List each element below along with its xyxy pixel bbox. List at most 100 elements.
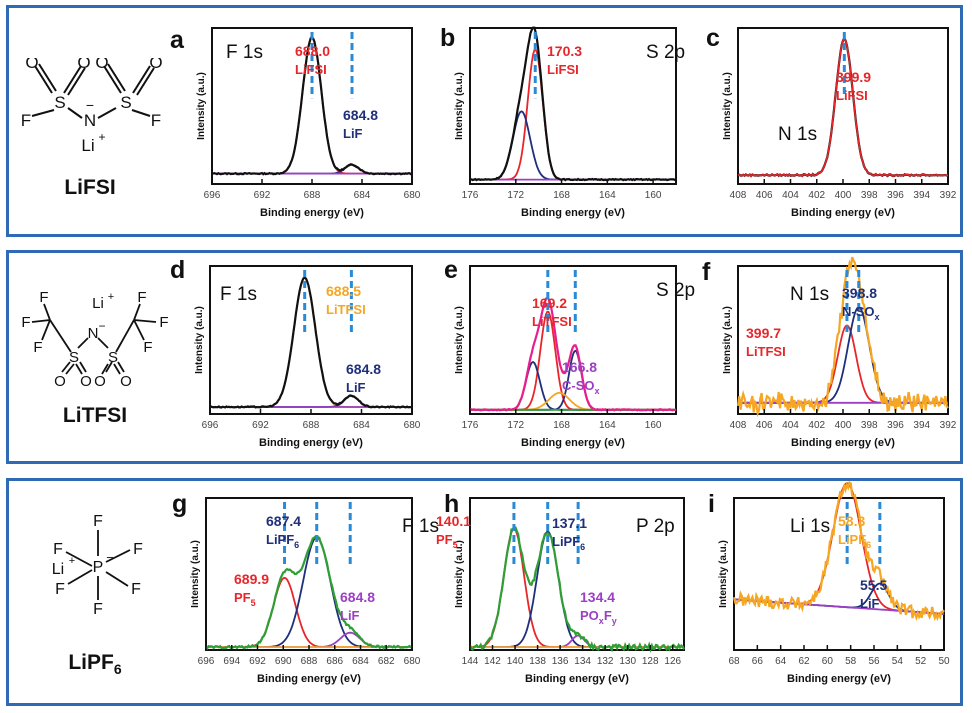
x-tick-label: 408 [730, 190, 747, 201]
envelope-curve [469, 296, 677, 412]
plot-frame [205, 497, 413, 651]
salt-name-lipf6: LiPF6 [20, 651, 170, 677]
peak-species-label: PF5 [436, 532, 458, 550]
panel-letter: i [708, 490, 715, 518]
x-tick-label: 160 [645, 420, 662, 431]
peak-species-label: LiFSI [836, 88, 868, 103]
plot-frame [733, 497, 945, 651]
chart-title: S 2p [656, 280, 695, 301]
x-tick-label: 694 [223, 656, 240, 667]
chart-title: Li 1s [790, 516, 830, 537]
atom-label: + [98, 130, 105, 144]
peak-species-label: LiF [340, 608, 360, 623]
y-axis-label: Intensity (a.u.) [722, 306, 733, 374]
peak-value-label: 688.5 [326, 283, 361, 299]
peak-species-label: LiPF6 [838, 532, 871, 550]
x-tick-label: 400 [835, 190, 852, 201]
x-tick-label: 690 [275, 656, 292, 667]
atom-label: S [108, 349, 118, 366]
x-tick-label: 172 [507, 420, 524, 431]
lipf6-structure: F F F F F F Li + P − [52, 513, 143, 615]
atom-label: S [69, 349, 79, 366]
x-tick-label: 394 [913, 190, 930, 201]
peak-value-label: 140.1 [436, 513, 471, 529]
x-tick-label: 688 [303, 420, 320, 431]
x-tick-label: 54 [892, 656, 904, 667]
x-tick-label: 176 [462, 420, 479, 431]
x-tick-label: 176 [462, 190, 479, 201]
atom-label: F [53, 541, 63, 558]
x-tick-label: 164 [599, 420, 616, 431]
chart-panel-b: 176 172 168 164 160 Binding energy (eV) Intens… [454, 26, 685, 219]
atom-label: O [25, 58, 38, 72]
x-axis-label: Binding energy (eV) [259, 437, 363, 449]
x-tick-label: 130 [619, 656, 636, 667]
x-tick-label: 404 [782, 190, 799, 201]
atom-label: F [93, 601, 103, 615]
x-tick-label: 160 [645, 190, 662, 201]
x-axis-label: Binding energy (eV) [521, 207, 625, 219]
chart-title: S 2p [646, 42, 685, 63]
atom-label: O [120, 373, 132, 390]
atom-label: Li [92, 295, 104, 312]
x-tick-label: 402 [808, 190, 825, 201]
peak-value-label: 689.9 [234, 571, 269, 587]
x-tick-label: 126 [664, 656, 681, 667]
chart-title: P 2p [636, 516, 675, 537]
y-axis-label: Intensity (a.u.) [194, 306, 205, 374]
panel-letter: c [706, 24, 720, 52]
x-axis-label: Binding energy (eV) [260, 207, 364, 219]
x-tick-label: 132 [597, 656, 614, 667]
peak-species-label: LiTFSI [326, 302, 366, 317]
atom-label: S [120, 93, 131, 112]
atom-label: F [21, 111, 31, 130]
chart-title: F 1s [220, 284, 257, 305]
envelope-curve [736, 256, 949, 418]
peak-species-label: N-SOx [842, 304, 880, 322]
chart-panel-e: 176 172 168 164 160 Binding energy (eV) Intens… [454, 265, 695, 449]
peak-value-label: 58.3 [838, 513, 865, 529]
peak-value-label: 170.3 [547, 43, 582, 59]
x-tick-label: 392 [940, 190, 957, 201]
chart-title: F 1s [226, 42, 263, 63]
panel-letter: g [172, 490, 188, 518]
atom-label: F [159, 314, 168, 331]
salt-name-subscript: 6 [113, 661, 122, 678]
chart-panel-i: 68 66 64 62 60 58 56 54 52 50 Binding energy (eV) I… [718, 480, 950, 685]
plot-frame [469, 27, 677, 185]
x-tick-label: 692 [249, 656, 266, 667]
atom-label: N [88, 325, 99, 342]
atom-label: − [98, 319, 105, 333]
x-tick-label: 406 [756, 420, 773, 431]
peak-value-label: 684.8 [346, 361, 381, 377]
chart-title: N 1s [790, 284, 829, 305]
x-tick-label: 144 [462, 656, 479, 667]
peak-value-label: 399.9 [836, 69, 871, 85]
x-tick-label: 134 [574, 656, 591, 667]
salt-name-lifsi: LiFSI [64, 176, 116, 199]
x-tick-label: 398 [861, 420, 878, 431]
peak-value-label: 169.2 [532, 295, 567, 311]
atom-label: F [21, 314, 30, 331]
peak-value-label: 166.8 [562, 359, 597, 375]
panel-letter: b [440, 24, 456, 52]
peak-species-label: LiF [343, 126, 363, 141]
x-axis-label: Binding energy (eV) [257, 673, 361, 685]
x-tick-label: 164 [599, 190, 616, 201]
salt-name-litfsi: LiTFSI [62, 404, 128, 427]
peak-species-label: LiTFSI [532, 314, 572, 329]
x-tick-label: 402 [808, 420, 825, 431]
x-tick-label: 140 [507, 656, 524, 667]
x-tick-label: 688 [301, 656, 318, 667]
x-tick-label: 66 [752, 656, 764, 667]
peak-species-label: LiPF6 [266, 532, 299, 550]
peak-value-label: 684.8 [340, 589, 375, 605]
fit-curve [737, 36, 949, 178]
atom-label: Li [81, 136, 94, 155]
atom-label: F [55, 581, 65, 598]
x-axis-label: Binding energy (eV) [521, 437, 625, 449]
y-axis-label: Intensity (a.u.) [718, 540, 729, 608]
atom-label: − [106, 550, 114, 565]
x-axis-label: Binding energy (eV) [791, 437, 895, 449]
chart-panel-h: 144 142 140 138 136 134 132 130 128 126 Binding en… [436, 497, 685, 685]
